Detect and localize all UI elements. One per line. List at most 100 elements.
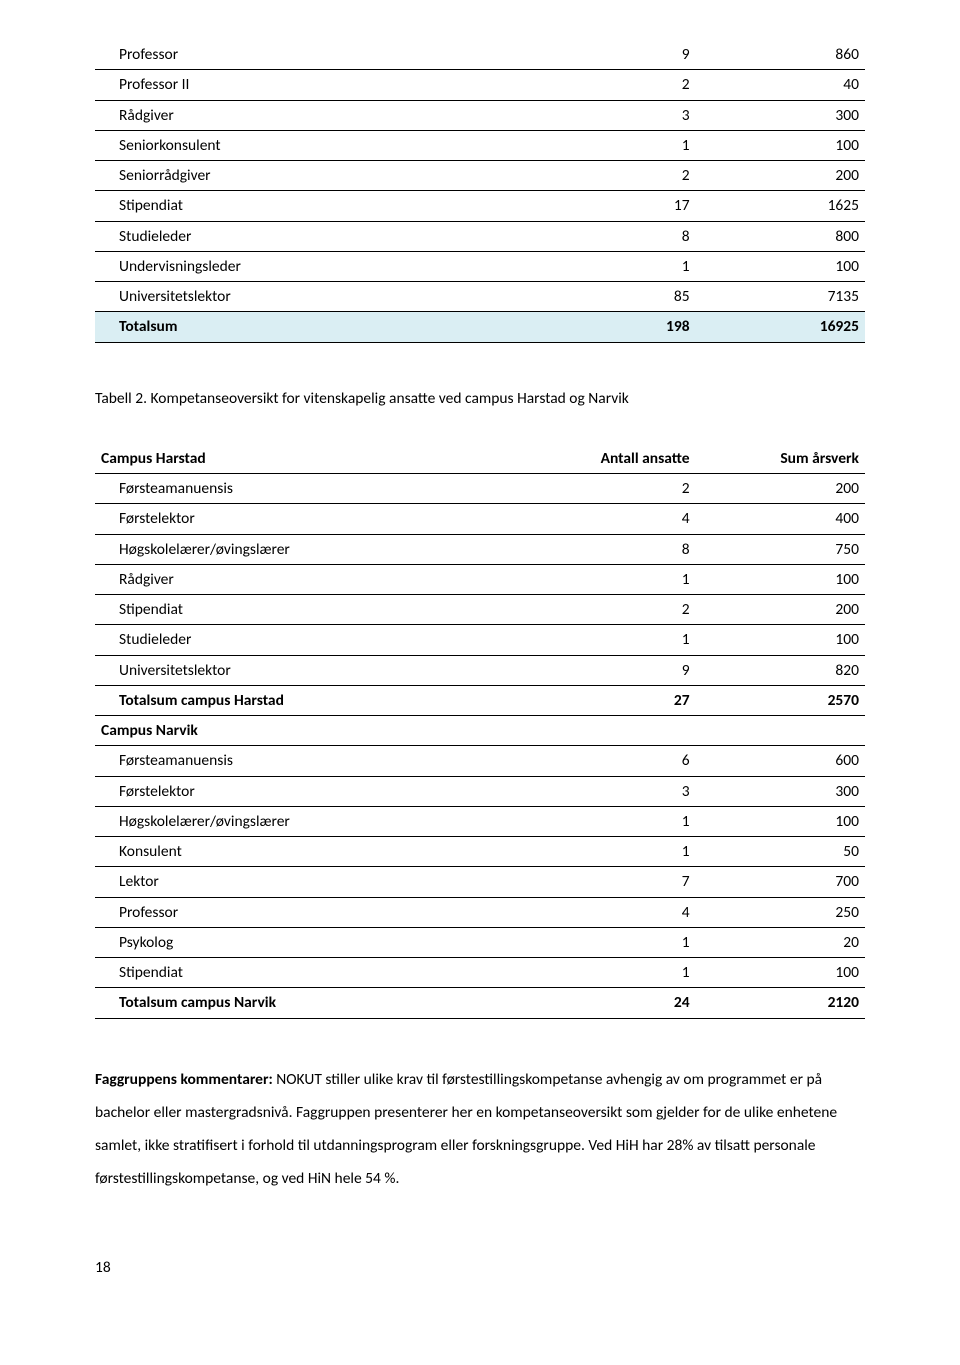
table-row: Studieleder8800 [95, 221, 865, 251]
cell-label: Studieleder [95, 221, 542, 251]
cell-sum: 250 [696, 897, 865, 927]
table-row: Stipendiat171625 [95, 191, 865, 221]
cell-count: 2 [542, 161, 696, 191]
cell-sum: 700 [696, 867, 865, 897]
cell-count: 8 [542, 221, 696, 251]
table-row: Konsulent150 [95, 837, 865, 867]
cell-count: 3 [542, 100, 696, 130]
table2: Campus HarstadAntall ansatteSum årsverkF… [95, 444, 865, 1019]
cell-label: Professor [95, 40, 542, 70]
table-row: Seniorkonsulent1100 [95, 130, 865, 160]
cell-count: 1 [542, 927, 696, 957]
cell-count [542, 716, 696, 746]
cell-count: 1 [542, 251, 696, 281]
table-row: Høgskolelærer/øvingslærer1100 [95, 806, 865, 836]
cell-count: 9 [542, 655, 696, 685]
cell-label: Rådgiver [95, 564, 542, 594]
cell-count: 7 [542, 867, 696, 897]
table-row: Professor4250 [95, 897, 865, 927]
table2-caption: Tabell 2. Kompetanseoversikt for vitensk… [95, 387, 865, 410]
cell-sum: 600 [696, 746, 865, 776]
table-row: Professor II240 [95, 70, 865, 100]
cell-count: 4 [542, 897, 696, 927]
cell-label: Universitetslektor [95, 282, 542, 312]
table-row: Rådgiver1100 [95, 564, 865, 594]
col-header-count: Antall ansatte [542, 444, 696, 474]
cell-label: Totalsum campus Narvik [95, 988, 542, 1018]
cell-label: Førsteamanuensis [95, 746, 542, 776]
cell-count: 9 [542, 40, 696, 70]
cell-sum: 40 [696, 70, 865, 100]
cell-label: Rådgiver [95, 100, 542, 130]
cell-label: Totalsum campus Harstad [95, 685, 542, 715]
cell-label: Førsteamanuensis [95, 474, 542, 504]
cell-label: Lektor [95, 867, 542, 897]
cell-count: 1 [542, 130, 696, 160]
table-row: Universitetslektor857135 [95, 282, 865, 312]
cell-label: Psykolog [95, 927, 542, 957]
cell-sum: 200 [696, 474, 865, 504]
commentary-lead: Faggruppens kommentarer: [95, 1070, 276, 1089]
cell-label: Førstelektor [95, 504, 542, 534]
cell-count: 1 [542, 625, 696, 655]
cell-label: Førstelektor [95, 776, 542, 806]
cell-count: 1 [542, 837, 696, 867]
table-row: Totalsum19816925 [95, 312, 865, 342]
cell-sum: 200 [696, 595, 865, 625]
table-row: Rådgiver3300 [95, 100, 865, 130]
cell-label: Høgskolelærer/øvingslærer [95, 806, 542, 836]
cell-count: 8 [542, 534, 696, 564]
table-row: Høgskolelærer/øvingslærer8750 [95, 534, 865, 564]
table-row: Seniorrådgiver2200 [95, 161, 865, 191]
table-row: Universitetslektor9820 [95, 655, 865, 685]
cell-sum: 16925 [696, 312, 865, 342]
table-row: Professor9860 [95, 40, 865, 70]
table-row: Totalsum campus Harstad272570 [95, 685, 865, 715]
cell-sum: 7135 [696, 282, 865, 312]
cell-sum [696, 716, 865, 746]
cell-sum: 750 [696, 534, 865, 564]
table-header-row: Campus HarstadAntall ansatteSum årsverk [95, 444, 865, 474]
cell-sum: 50 [696, 837, 865, 867]
cell-count: 1 [542, 958, 696, 988]
cell-label: Campus Narvik [95, 716, 542, 746]
cell-sum: 200 [696, 161, 865, 191]
cell-sum: 860 [696, 40, 865, 70]
cell-sum: 800 [696, 221, 865, 251]
cell-count: 3 [542, 776, 696, 806]
table-row: Førsteamanuensis2200 [95, 474, 865, 504]
cell-label: Stipendiat [95, 595, 542, 625]
cell-sum: 300 [696, 100, 865, 130]
cell-count: 2 [542, 474, 696, 504]
cell-sum: 2570 [696, 685, 865, 715]
cell-label: Stipendiat [95, 958, 542, 988]
cell-count: 1 [542, 806, 696, 836]
cell-sum: 820 [696, 655, 865, 685]
cell-label: Stipendiat [95, 191, 542, 221]
table-row: Undervisningsleder1100 [95, 251, 865, 281]
table-row: Førstelektor3300 [95, 776, 865, 806]
table1: Professor9860Professor II240Rådgiver3300… [95, 40, 865, 343]
table-row: Stipendiat1100 [95, 958, 865, 988]
page-number: 18 [95, 1256, 865, 1279]
cell-sum: 300 [696, 776, 865, 806]
cell-sum: 100 [696, 806, 865, 836]
commentary-paragraph: Faggruppens kommentarer: NOKUT stiller u… [95, 1063, 865, 1196]
cell-count: 2 [542, 70, 696, 100]
cell-label: Professor II [95, 70, 542, 100]
cell-label: Seniorkonsulent [95, 130, 542, 160]
cell-sum: 20 [696, 927, 865, 957]
cell-sum: 2120 [696, 988, 865, 1018]
cell-count: 85 [542, 282, 696, 312]
table-row: Psykolog120 [95, 927, 865, 957]
cell-sum: 100 [696, 130, 865, 160]
cell-sum: 100 [696, 958, 865, 988]
cell-count: 198 [542, 312, 696, 342]
table-row: Totalsum campus Narvik242120 [95, 988, 865, 1018]
cell-count: 27 [542, 685, 696, 715]
cell-count: 6 [542, 746, 696, 776]
cell-sum: 100 [696, 564, 865, 594]
col-header-label: Campus Harstad [95, 444, 542, 474]
cell-sum: 1625 [696, 191, 865, 221]
cell-count: 4 [542, 504, 696, 534]
